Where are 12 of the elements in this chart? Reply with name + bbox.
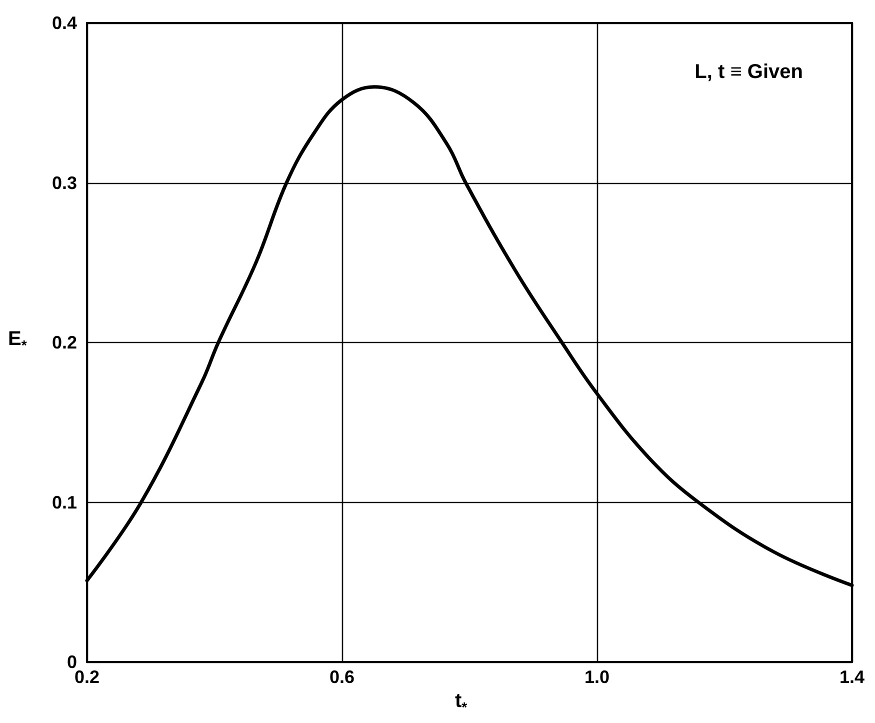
x-axis-title: t$_{*}$ bbox=[455, 690, 468, 715]
y-tick-label: 0.3 bbox=[52, 172, 77, 193]
x-tick-label: 1.4 bbox=[839, 667, 865, 687]
x-tick-label: 1.0 bbox=[584, 667, 610, 687]
y-axis-title: E$_{*}$ bbox=[8, 328, 27, 353]
x-tick-label: 0.6 bbox=[329, 667, 355, 687]
y-tick-label: 0 bbox=[66, 652, 77, 672]
y-tick-label: 0.4 bbox=[52, 13, 77, 33]
y-tick-label: 0.2 bbox=[52, 332, 77, 352]
y-tick-label: 0.1 bbox=[52, 492, 77, 512]
x-tick-label: 0.2 bbox=[74, 667, 100, 687]
annotation: L, t ≡ Given bbox=[694, 61, 804, 83]
